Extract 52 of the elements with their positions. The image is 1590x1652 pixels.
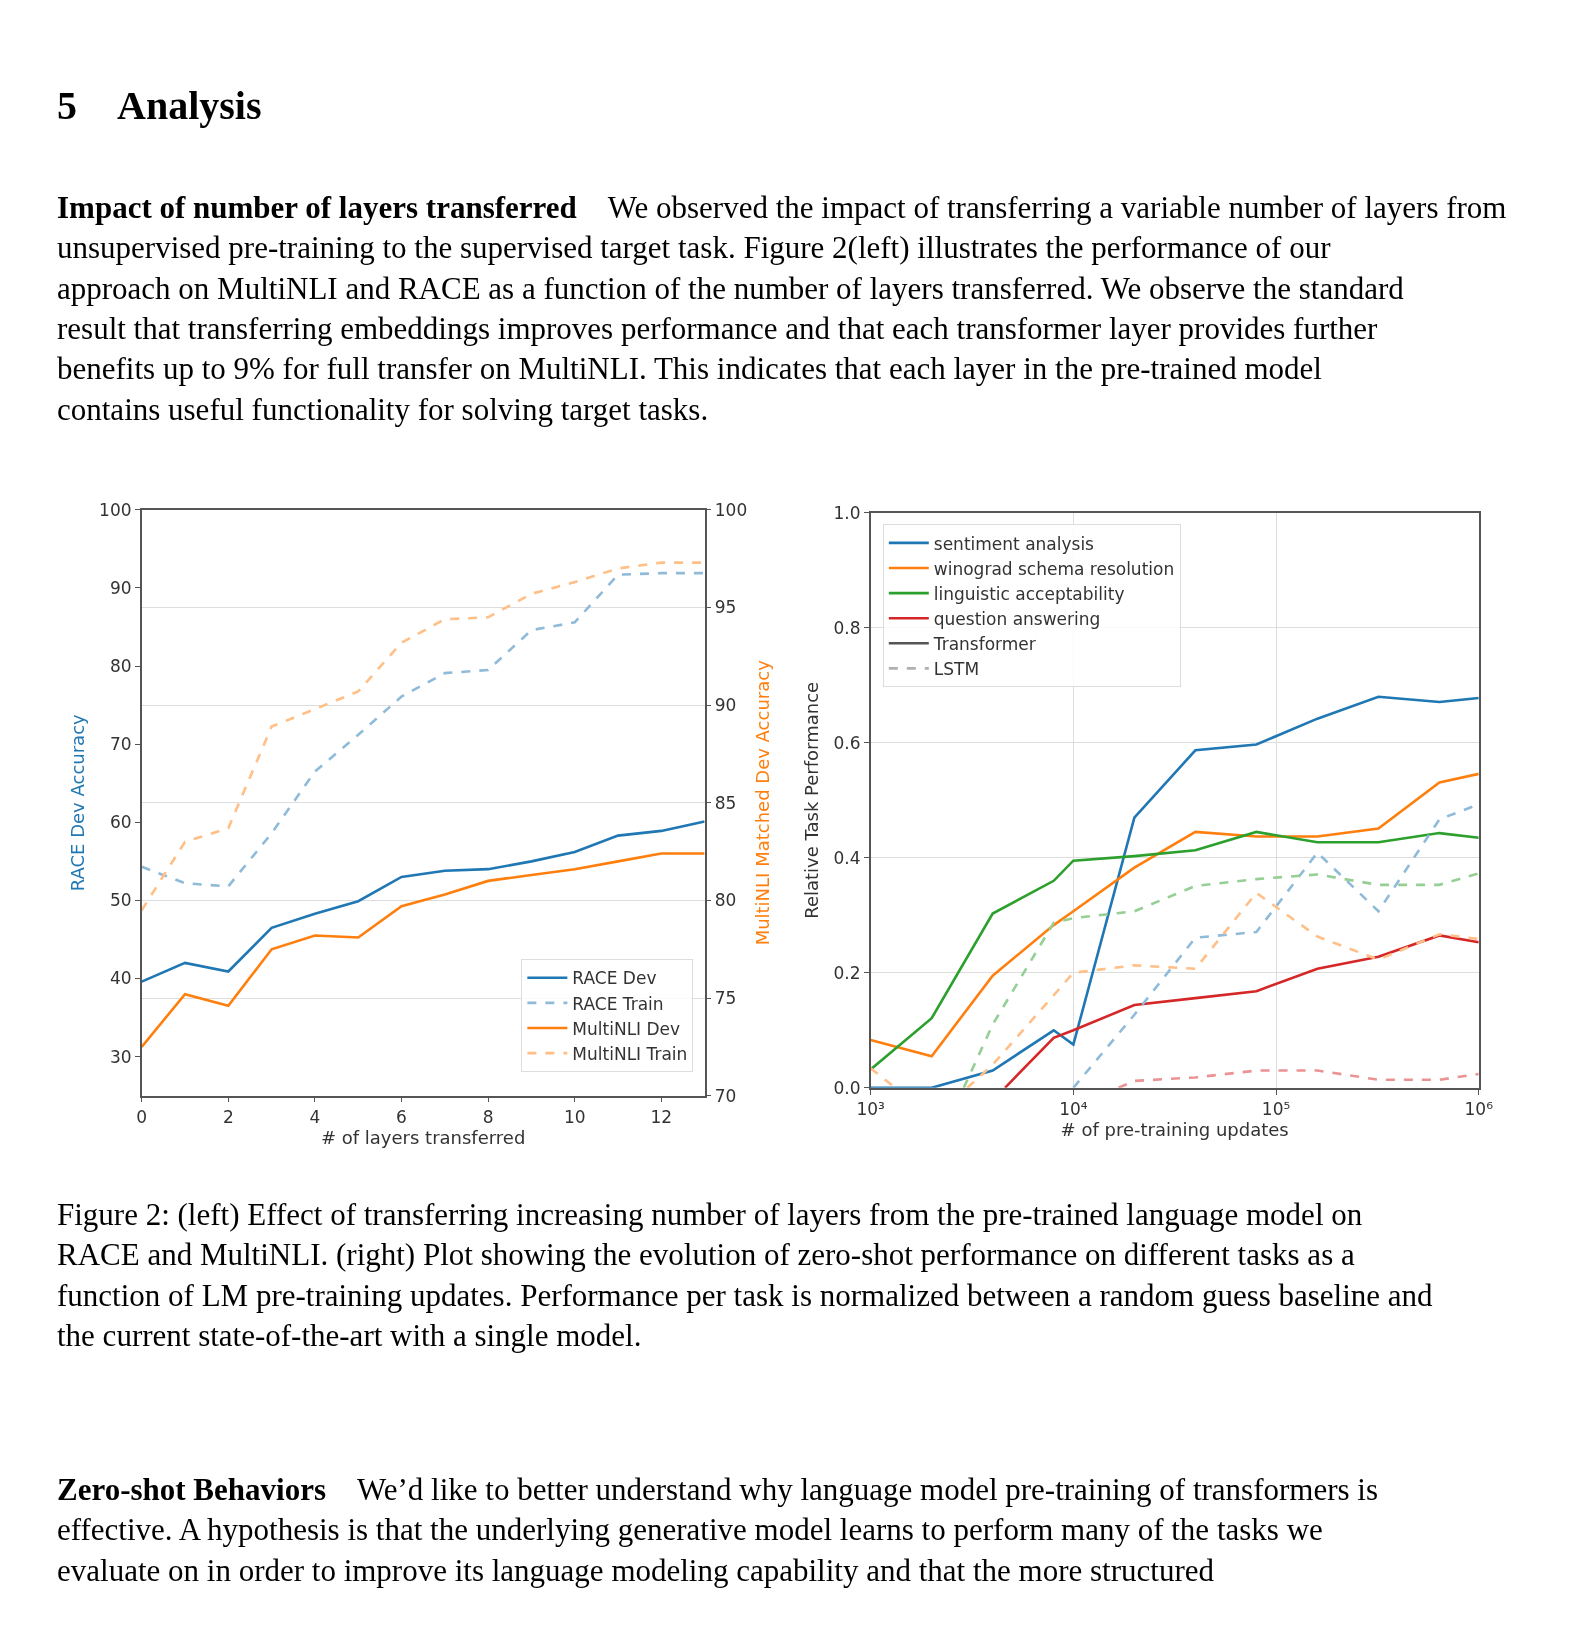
y-tick-label: 40	[109, 968, 132, 989]
line-series	[141, 820, 705, 983]
y-tick-label: 50	[109, 890, 132, 911]
legend-label: MultiNLI Train	[572, 1043, 688, 1064]
y-tick-label: 0.2	[833, 962, 861, 983]
y-tick-label: 70	[109, 734, 132, 755]
legend-label: RACE Train	[572, 993, 664, 1014]
x-tick-label: 10	[563, 1106, 586, 1127]
y2-tick-label: 75	[714, 988, 737, 1008]
legend-label: question answering	[933, 608, 1101, 629]
x-tick-label: 6	[396, 1106, 407, 1127]
y2-tick-label: 80	[714, 890, 737, 911]
legend-label: winograd schema resolution	[933, 558, 1175, 579]
y-tick-label: 1.0	[833, 502, 861, 523]
text: Impact of number of layers transferred	[57, 190, 577, 225]
y-tick-label: 60	[109, 812, 132, 833]
text: 5 Analysis	[57, 83, 262, 128]
text: Zero-shot Behaviors	[57, 1472, 326, 1507]
x-tick-label: 0	[136, 1106, 148, 1127]
caption: Figure 2: (left) Effect of transferring increasing number of layers from the pre-trained language model on RACE and MultiNLI. (right) Plot showing the evolution of zero-shot performance on different tasks as a function of LM pre-training updates. Performance per task is normalized between a random guess baseline and the current state-of-the-art with a single model.	[57, 1197, 1434, 1353]
y2-tick-label: 95	[714, 597, 737, 618]
y-tick-label: 90	[109, 577, 132, 598]
x-tick-label: 10⁴	[1059, 1098, 1088, 1119]
x-tick-label: 2	[222, 1106, 234, 1127]
y-tick-label: 80	[109, 656, 132, 677]
x-axis-title: # of pre-training updates	[1060, 1118, 1289, 1140]
y-tick-label: 100	[99, 499, 132, 520]
legend-label: Transformer	[932, 633, 1036, 654]
y-tick-label: 0.0	[833, 1077, 861, 1098]
y-tick-label: 0.8	[833, 617, 861, 638]
x-tick-label: 4	[309, 1106, 321, 1127]
x-tick-label: 10³	[856, 1098, 885, 1119]
y-axis-title: Relative Task Performance	[801, 681, 823, 919]
y-tick-label: 30	[109, 1046, 132, 1067]
y-axis-title: RACE Dev Accuracy	[66, 713, 88, 892]
x-tick-label: 8	[482, 1106, 494, 1127]
x-tick-label: 10⁶	[1464, 1098, 1494, 1119]
y2-tick-label: 100	[714, 499, 748, 520]
y2-tick-label: 90	[714, 695, 737, 716]
x-axis-title: # of layers transferred	[320, 1126, 526, 1148]
legend-label: linguistic acceptability	[933, 583, 1125, 604]
legend-label: LSTM	[933, 659, 980, 680]
x-tick-label: 12	[650, 1106, 673, 1127]
x-tick-label: 10⁵	[1261, 1098, 1291, 1119]
y2-axis-title: MultiNLI Matched Dev Accuracy	[751, 659, 773, 946]
y2-tick-label: 70	[714, 1085, 737, 1106]
legend-label: RACE Dev	[572, 968, 657, 989]
y2-tick-label: 85	[714, 792, 737, 813]
legend-label: MultiNLI Dev	[572, 1018, 681, 1039]
y-tick-label: 0.4	[833, 847, 861, 868]
legend-label: sentiment analysis	[933, 533, 1095, 554]
y-tick-label: 0.6	[833, 732, 861, 753]
